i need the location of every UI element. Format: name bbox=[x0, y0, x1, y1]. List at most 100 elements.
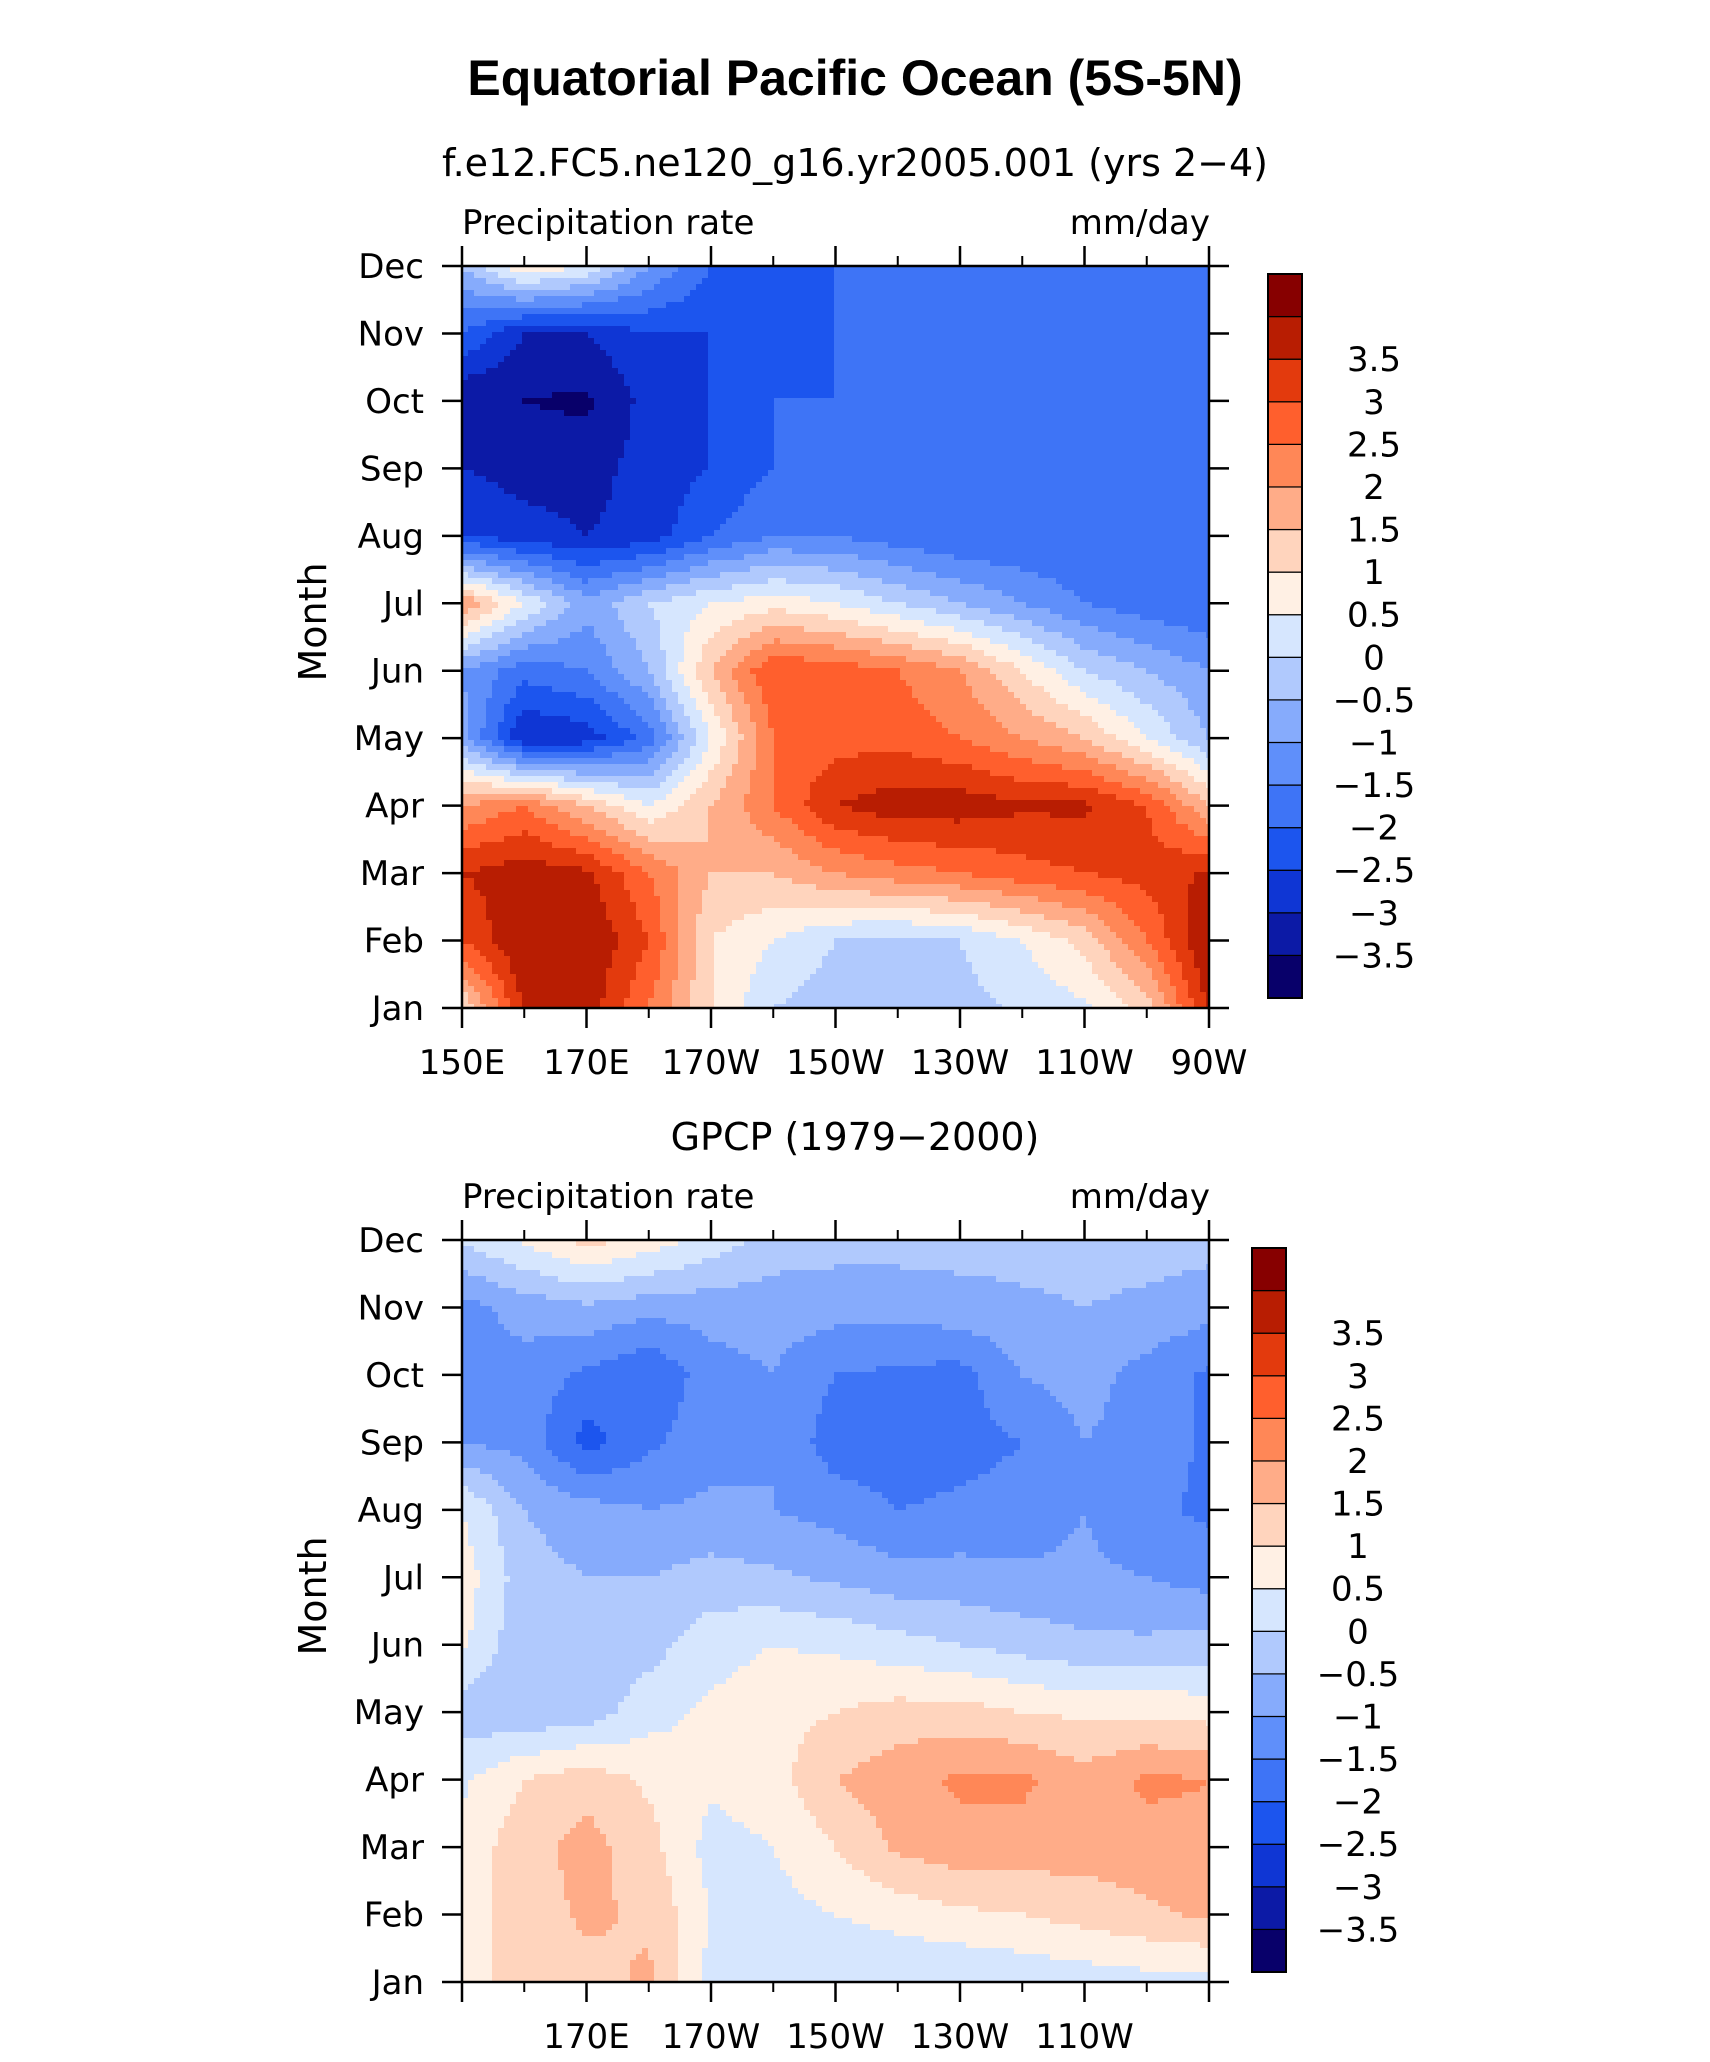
x-tick-label: 170W bbox=[662, 1043, 761, 1083]
contour-plot-area bbox=[462, 266, 1209, 1008]
colorbar-swatch bbox=[1251, 1502, 1287, 1547]
colorbar-label: −3 bbox=[1349, 894, 1399, 934]
y-tick-label: Jun bbox=[369, 652, 424, 692]
y-tick-label: Feb bbox=[364, 1896, 424, 1936]
colorbar-label: −2.5 bbox=[1333, 851, 1416, 891]
colorbar-swatch bbox=[1251, 1332, 1287, 1377]
y-tick-label: Jun bbox=[369, 1626, 424, 1666]
colorbar-swatch bbox=[1251, 1801, 1287, 1845]
colorbar-swatch bbox=[1251, 1460, 1287, 1505]
colorbar-label: 2.5 bbox=[1331, 1399, 1385, 1439]
contour-plot-area bbox=[462, 1240, 1209, 1982]
colorbar-swatch bbox=[1267, 358, 1303, 403]
y-tick-label: Dec bbox=[358, 1221, 424, 1261]
colorbar-label: −0.5 bbox=[1333, 681, 1416, 721]
y-tick-label: May bbox=[354, 719, 424, 759]
colorbar-label: 1 bbox=[1363, 553, 1385, 593]
panel-title: GPCP (1979−2000) bbox=[671, 1115, 1040, 1159]
colorbar-frame bbox=[1251, 1247, 1287, 1973]
colorbar-swatch bbox=[1251, 1630, 1287, 1675]
y-tick-label: Jul bbox=[381, 1558, 424, 1598]
x-tick-label: 110W bbox=[1035, 1043, 1134, 1083]
y-tick-label: Jul bbox=[381, 584, 424, 624]
colorbar: −3.5−3−2.5−2−1.5−1−0.500.511.522.533.5 bbox=[1251, 1247, 1400, 1973]
y-tick-label: Oct bbox=[365, 1356, 424, 1396]
colorbar-label: −0.5 bbox=[1317, 1655, 1400, 1695]
colorbar-swatch bbox=[1251, 1289, 1287, 1334]
colorbar-swatch bbox=[1251, 1928, 1287, 1973]
colorbar-swatch bbox=[1251, 1545, 1287, 1590]
y-tick-label: Oct bbox=[365, 382, 424, 422]
colorbar-label: −1.5 bbox=[1317, 1740, 1400, 1780]
colorbar-swatch bbox=[1267, 912, 1303, 957]
observation-panel: GPCP (1979−2000) Precipitation rate mm/d… bbox=[291, 1115, 1399, 2057]
colorbar-label: −1 bbox=[1349, 723, 1399, 763]
x-tick-label: 110W bbox=[1035, 2017, 1134, 2057]
y-tick-label: May bbox=[354, 1693, 424, 1733]
colorbar-label: −2 bbox=[1349, 809, 1399, 849]
colorbar-swatch bbox=[1267, 315, 1303, 360]
colorbar-swatch bbox=[1251, 1673, 1287, 1718]
colorbar: −3.5−3−2.5−2−1.5−1−0.500.511.522.533.5 bbox=[1267, 273, 1416, 999]
colorbar-label: 2 bbox=[1363, 468, 1385, 508]
colorbar-swatch bbox=[1267, 954, 1303, 999]
colorbar-label: 0.5 bbox=[1331, 1570, 1385, 1610]
colorbar-swatch bbox=[1251, 1247, 1287, 1292]
colorbar-label: −2.5 bbox=[1317, 1825, 1400, 1865]
y-tick-label: Aug bbox=[358, 1491, 424, 1531]
x-tick-label: 130W bbox=[911, 1043, 1010, 1083]
colorbar-label: 0.5 bbox=[1347, 596, 1401, 636]
y-tick-label: Nov bbox=[358, 1288, 424, 1328]
colorbar-swatch bbox=[1267, 784, 1303, 829]
colorbar-label: −2 bbox=[1333, 1783, 1383, 1823]
colorbar-label: −3 bbox=[1333, 1868, 1383, 1908]
x-tick-label: 150W bbox=[786, 1043, 885, 1083]
y-tick-label: Dec bbox=[358, 247, 424, 287]
colorbar-frame bbox=[1267, 273, 1303, 999]
y-axis-label: Month bbox=[291, 562, 335, 681]
colorbar-swatch bbox=[1267, 571, 1303, 616]
y-tick-label: Feb bbox=[364, 922, 424, 962]
colorbar-swatch bbox=[1251, 1417, 1287, 1462]
colorbar-swatch bbox=[1251, 1843, 1287, 1888]
panel-title: f.e12.FC5.ne120_g16.yr2005.001 (yrs 2−4) bbox=[442, 141, 1268, 185]
y-tick-label: Jan bbox=[370, 989, 424, 1029]
colorbar-label: 3 bbox=[1363, 383, 1385, 423]
x-tick-label: 170W bbox=[662, 2017, 761, 2057]
colorbar-label: 3.5 bbox=[1347, 340, 1401, 380]
model-panel: f.e12.FC5.ne120_g16.yr2005.001 (yrs 2−4)… bbox=[291, 141, 1415, 1083]
y-tick-label: Jan bbox=[370, 1963, 424, 2003]
y-tick-label: Apr bbox=[365, 787, 424, 827]
x-tick-label: 130W bbox=[911, 2017, 1010, 2057]
colorbar-label: 2 bbox=[1347, 1442, 1369, 1482]
colorbar-swatch bbox=[1251, 1375, 1287, 1419]
x-tick-label: 170E bbox=[543, 1043, 629, 1083]
colorbar-label: −1 bbox=[1333, 1697, 1383, 1737]
colorbar-label: 0 bbox=[1347, 1612, 1369, 1652]
colorbar-label: 2.5 bbox=[1347, 425, 1401, 465]
colorbar-swatch bbox=[1267, 699, 1303, 744]
axes: Jan Feb Mar Apr May Jun Jul Aug Sep Oct Nov Dec 150E… bbox=[354, 246, 1247, 1083]
colorbar-swatch bbox=[1251, 1758, 1287, 1803]
colorbar-swatch bbox=[1267, 656, 1303, 701]
colorbar-swatch bbox=[1267, 273, 1303, 318]
colorbar-label: 0 bbox=[1363, 638, 1385, 678]
colorbar-swatch bbox=[1267, 741, 1303, 786]
colorbar-label: 1.5 bbox=[1331, 1485, 1385, 1525]
y-axis-label: Month bbox=[291, 1536, 335, 1655]
colorbar-label: 1.5 bbox=[1347, 511, 1401, 551]
colorbar-swatch bbox=[1267, 827, 1303, 871]
colorbar-label: −3.5 bbox=[1333, 936, 1416, 976]
units-label: mm/day bbox=[1070, 203, 1210, 243]
colorbar-swatch bbox=[1267, 528, 1303, 573]
colorbar-label: 3.5 bbox=[1331, 1314, 1385, 1354]
variable-label: Precipitation rate bbox=[462, 203, 754, 243]
colorbar-swatch bbox=[1267, 486, 1303, 531]
colorbar-swatch bbox=[1267, 869, 1303, 914]
colorbar-swatch bbox=[1267, 614, 1303, 658]
x-tick-label: 150W bbox=[786, 2017, 885, 2057]
colorbar-swatch bbox=[1267, 443, 1303, 488]
y-tick-label: Apr bbox=[365, 1761, 424, 1801]
colorbar-swatch bbox=[1267, 401, 1303, 445]
colorbar-swatch bbox=[1251, 1588, 1287, 1632]
